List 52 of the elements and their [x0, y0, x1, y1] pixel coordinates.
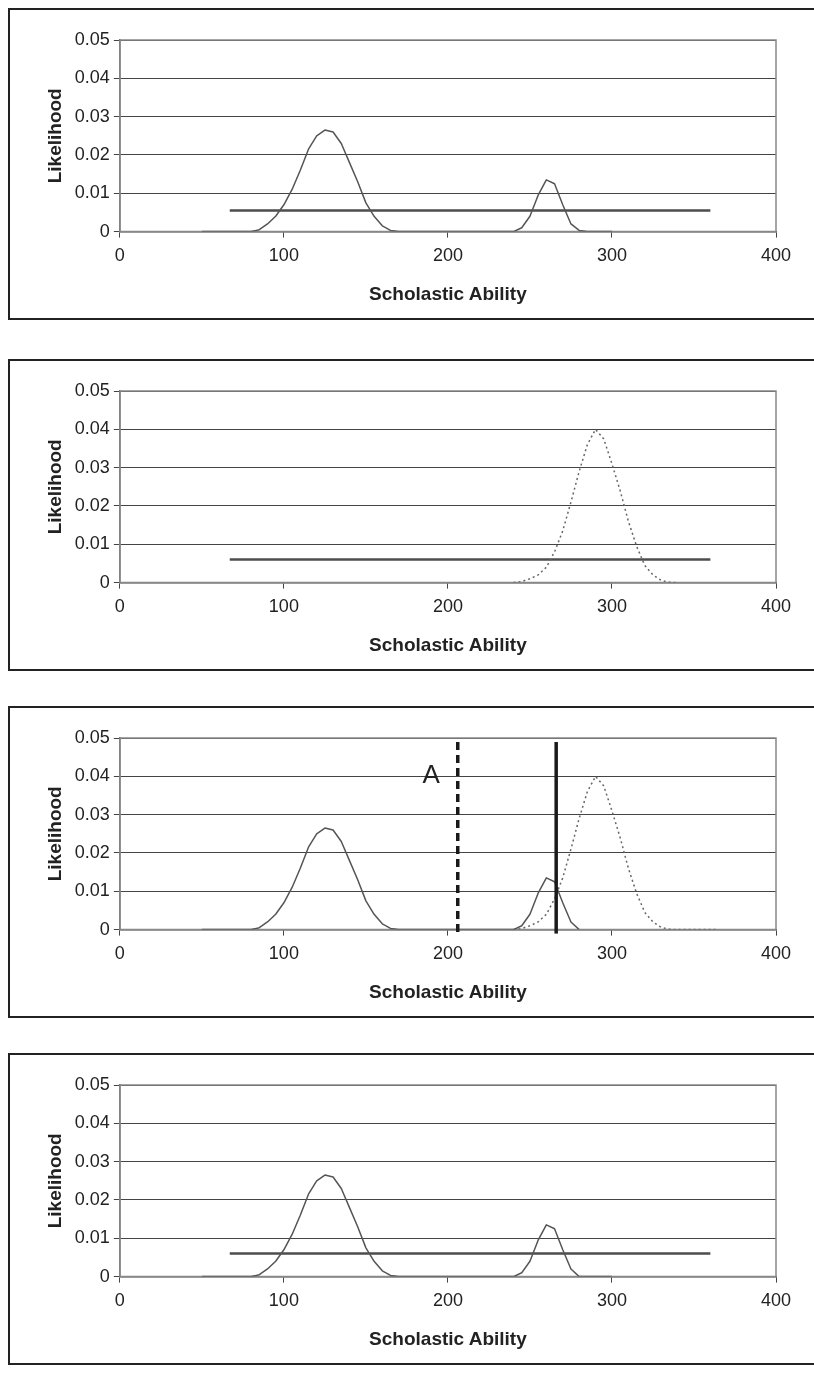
x-tick-label: 200 — [432, 245, 463, 266]
y-tick-label: 0.04 — [74, 418, 110, 439]
y-axis-title: Likelihood — [43, 786, 65, 882]
y-tick-label: 0.02 — [74, 143, 110, 164]
x-tick-label: 100 — [268, 943, 299, 964]
x-tick-label: 0 — [114, 245, 125, 266]
y-tick-label: 0.05 — [74, 726, 110, 747]
y-tick-label: 0.02 — [74, 841, 110, 862]
y-tick-label: 0.01 — [74, 533, 110, 554]
y-tick-label: 0.02 — [74, 494, 110, 515]
x-tick-label: 300 — [596, 943, 627, 964]
y-tick-label: 0.04 — [74, 765, 110, 786]
y-tick-label: 0.01 — [74, 182, 110, 203]
y-tick-label: 0 — [99, 1265, 110, 1286]
x-axis-title: Scholastic Ability — [369, 980, 528, 1002]
x-tick-label: 400 — [760, 943, 792, 964]
x-axis-title: Scholastic Ability — [369, 633, 528, 655]
x-axis-title: Scholastic Ability — [369, 1327, 528, 1349]
x-tick-label: 100 — [268, 245, 299, 266]
x-tick-label: 200 — [432, 1290, 463, 1311]
y-tick-label: 0 — [99, 918, 110, 939]
x-axis-title: Scholastic Ability — [369, 282, 528, 304]
x-tick-label: 0 — [114, 596, 125, 617]
y-tick-label: 0.04 — [74, 67, 110, 88]
y-tick-label: 0.05 — [74, 379, 110, 400]
y-tick-label: 0.03 — [74, 456, 110, 477]
y-tick-label: 0.03 — [74, 105, 110, 126]
y-axis-title: Likelihood — [43, 1133, 65, 1229]
x-tick-label: 300 — [596, 1290, 627, 1311]
x-tick-label: 100 — [268, 596, 299, 617]
y-tick-label: 0.05 — [74, 28, 110, 49]
x-tick-label: 400 — [760, 245, 792, 266]
x-tick-label: 100 — [268, 1290, 299, 1311]
y-tick-label: 0.01 — [74, 1227, 110, 1248]
y-tick-label: 0.03 — [74, 1150, 110, 1171]
x-tick-label: 400 — [760, 1290, 792, 1311]
y-tick-label: 0.05 — [74, 1073, 110, 1094]
y-tick-label: 0 — [99, 220, 110, 241]
y-tick-label: 0.03 — [74, 803, 110, 824]
x-tick-label: 200 — [432, 943, 463, 964]
x-tick-label: 300 — [596, 596, 627, 617]
x-tick-label: 200 — [432, 596, 463, 617]
x-tick-label: 0 — [114, 943, 125, 964]
y-axis-title: Likelihood — [43, 439, 65, 535]
y-axis-title: Likelihood — [43, 88, 65, 184]
y-tick-label: 0 — [99, 571, 110, 592]
y-tick-label: 0.04 — [74, 1112, 110, 1133]
y-tick-label: 0.02 — [74, 1188, 110, 1209]
x-tick-label: 0 — [114, 1290, 125, 1311]
y-tick-label: 0.01 — [74, 880, 110, 901]
x-tick-label: 300 — [596, 245, 627, 266]
x-tick-label: 400 — [760, 596, 792, 617]
